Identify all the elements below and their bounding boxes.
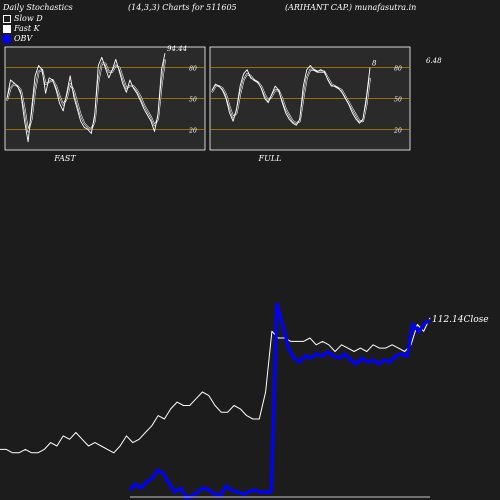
fast-last-value: 94.44	[167, 45, 187, 53]
full-k-line	[211, 65, 371, 126]
fast-level-label-80: 80	[189, 66, 197, 73]
obv-swatch-icon	[3, 34, 11, 43]
legend-slow-d: Slow D	[3, 14, 43, 23]
fast-level-label-50: 50	[189, 97, 197, 104]
chart-title: Daily Stochastics	[3, 3, 73, 12]
close-line	[0, 317, 431, 454]
full-d-line-inner	[211, 69, 371, 124]
company-label: (ARIHANT CAP.) munafasutra.in	[285, 3, 417, 12]
full-level-label-20: 20	[393, 127, 402, 134]
chart-params: (14,3,3) Charts for 511605	[128, 3, 237, 12]
fast-k-swatch-icon	[3, 24, 11, 33]
full-level-label-80: 80	[394, 66, 402, 73]
obv-line	[128, 302, 431, 500]
legend-obv: OBV	[3, 34, 32, 43]
full-outside-label: 6.48	[426, 57, 442, 65]
fast-k-line	[6, 53, 166, 143]
full-level-label-50: 50	[394, 97, 402, 104]
fast-level-label-20: 20	[188, 127, 197, 134]
legend-fast-k: Fast K	[3, 24, 40, 33]
fast-panel-title: FAST	[53, 154, 76, 163]
slow-d-swatch-icon	[3, 14, 11, 23]
close-price-label: 112.14Close	[432, 315, 489, 325]
full-panel-title: FULL	[258, 154, 282, 163]
full-last-value: 8	[372, 60, 377, 68]
fast-d-line-inner	[6, 59, 166, 132]
